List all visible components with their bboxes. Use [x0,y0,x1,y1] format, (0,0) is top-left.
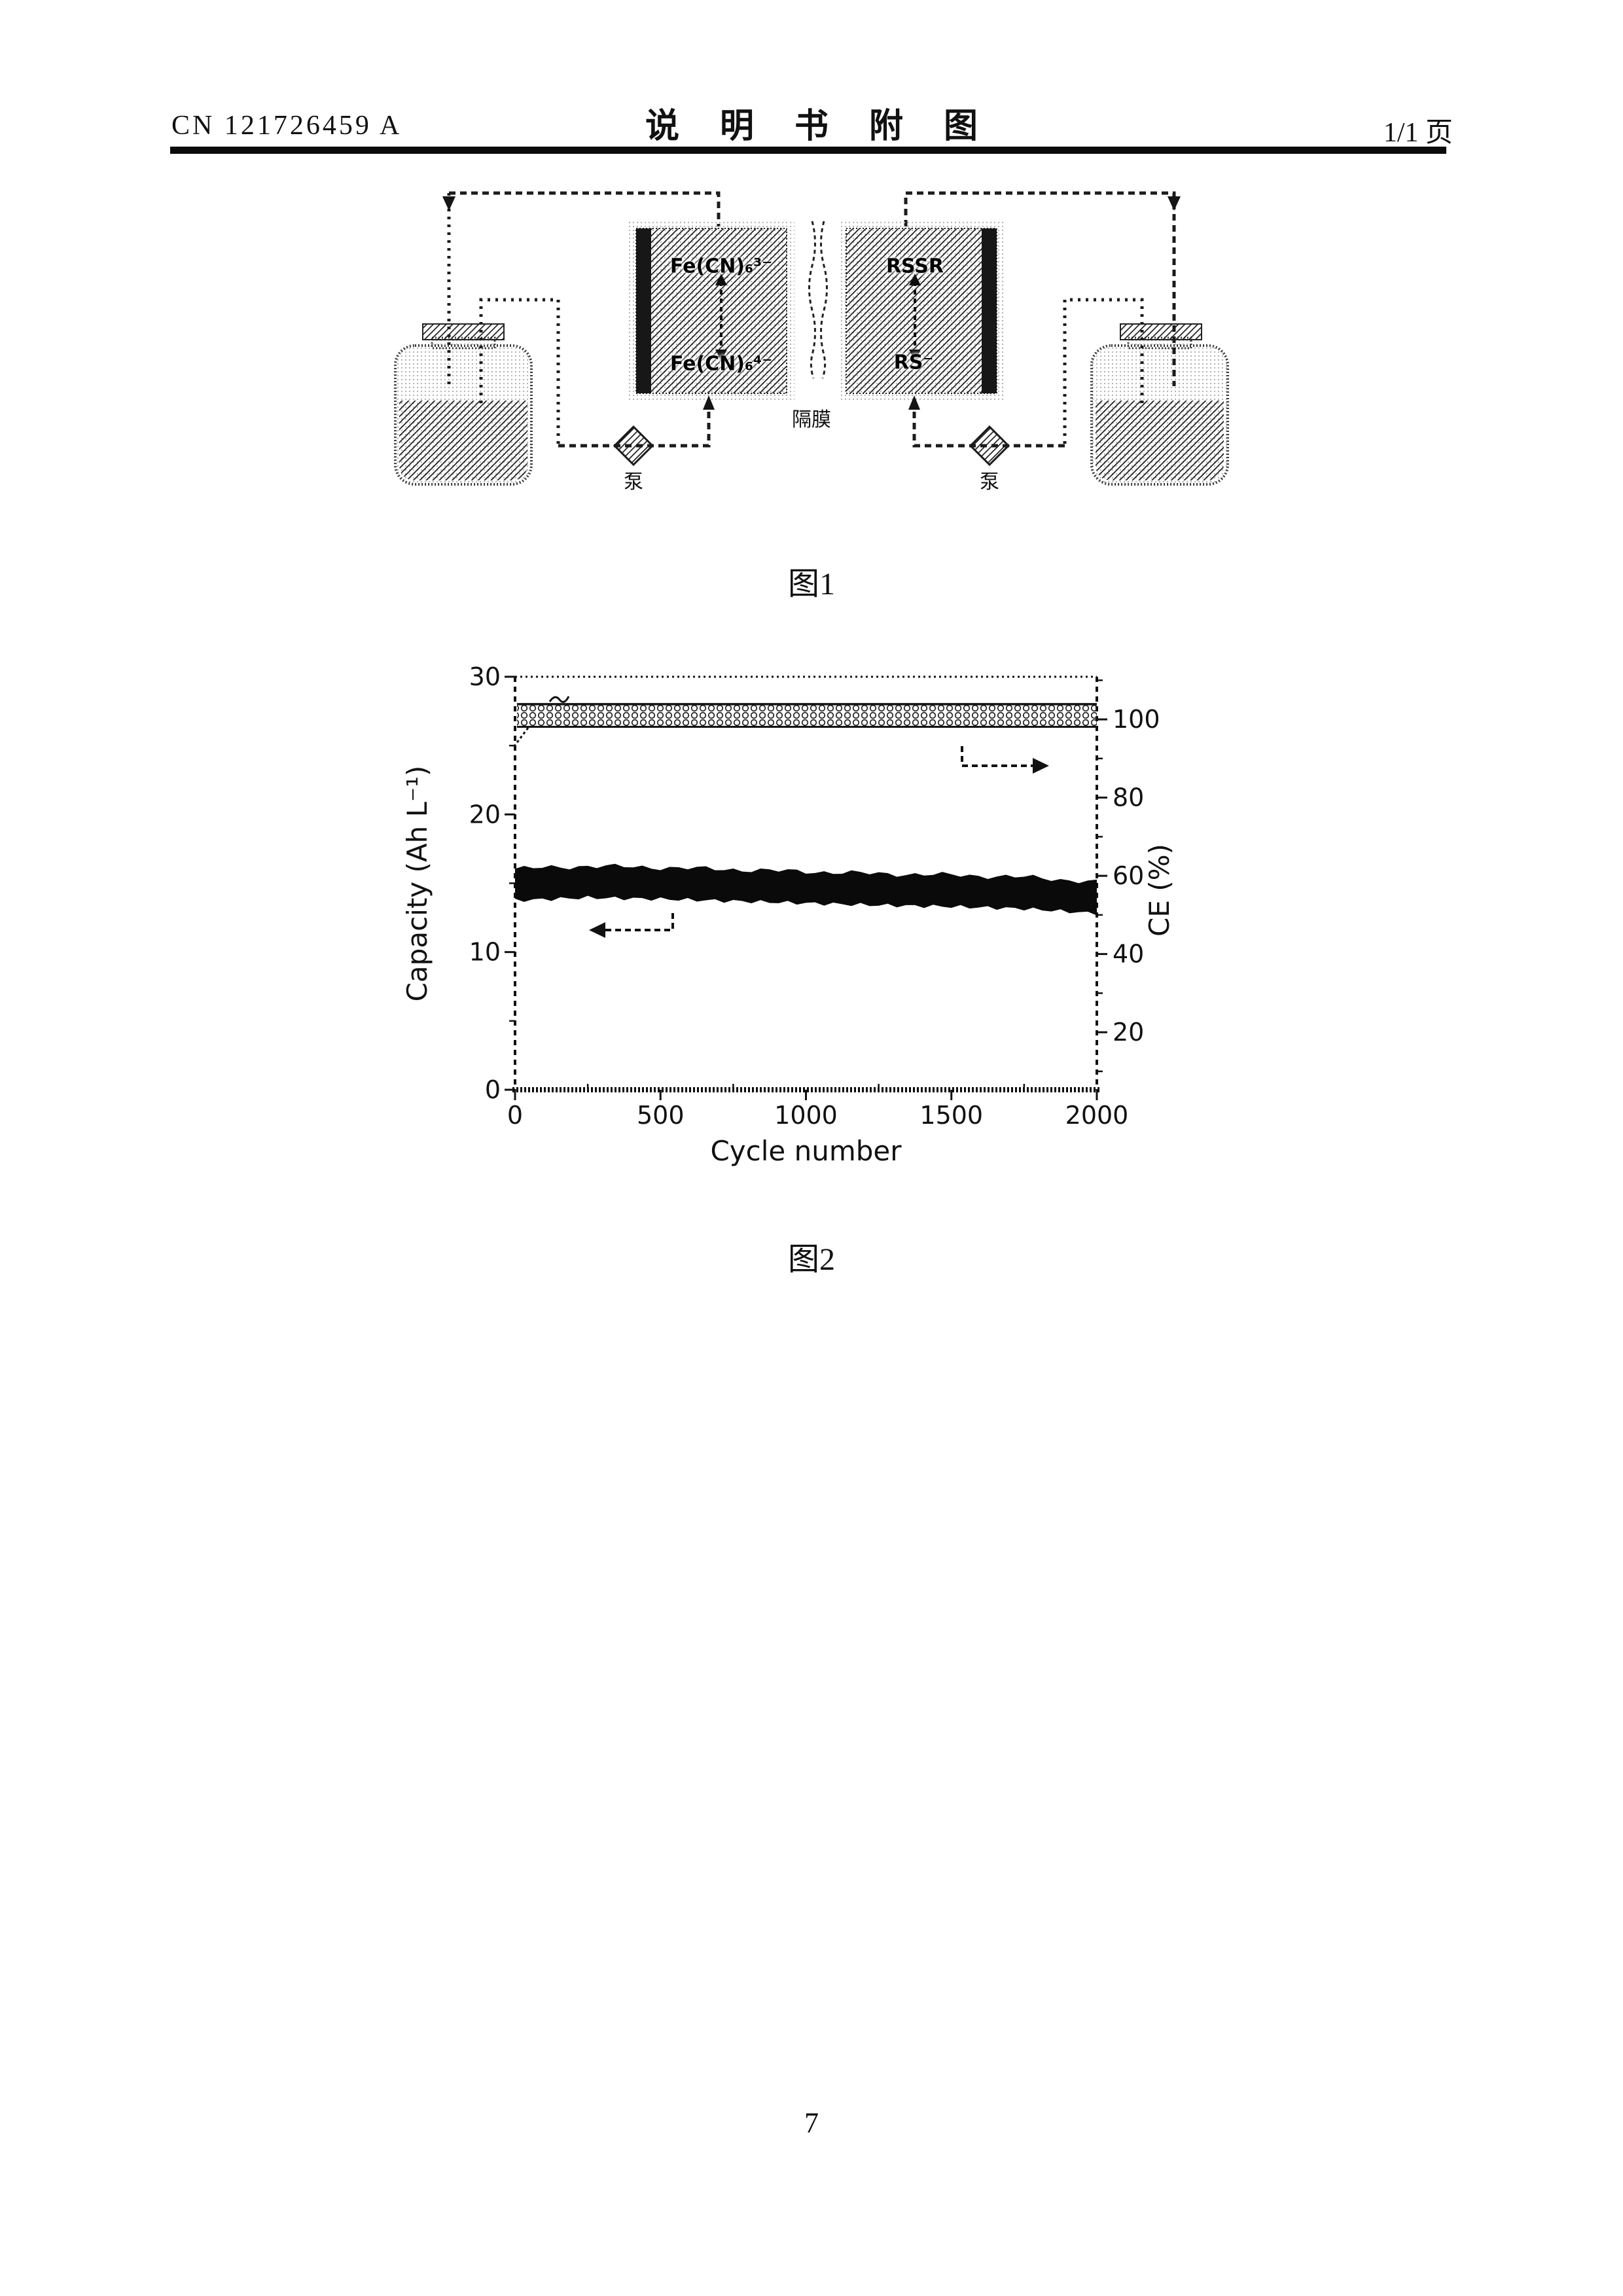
tank-right [1090,323,1229,486]
capacity-axis-arrow [601,913,674,931]
document-number: CN 121726459 A [171,111,402,141]
page-title: 说明书附图 [645,107,1018,146]
y-left-tick-label: 20 [469,800,501,829]
figure1-flow-battery-diagram [394,191,1229,486]
cell-right [838,221,1005,401]
x-tick-label: 0 [507,1101,523,1130]
pipes [447,191,1176,448]
flow-arrows [442,196,1181,410]
cell-left [628,221,794,401]
capacity-band [515,863,1097,916]
y-right-tick-label: 40 [1113,940,1144,969]
x-tick-label: 2000 [1065,1101,1129,1130]
tank-left [394,323,533,486]
membrane-label: 隔膜 [792,408,831,431]
y-left-tick-label: 0 [485,1075,501,1104]
pumps [613,425,1010,467]
cell-right-bottom-label: RS⁻ [893,351,934,374]
arrow-into-cell-left [703,395,715,410]
page-indicator: 1/1 页 [1383,118,1453,148]
pipe-bottom-right [912,406,1065,448]
capacity-axis-arrowhead [589,922,605,938]
y-right-tick-label: 100 [1113,705,1160,734]
arrow-into-cell-right [908,395,920,410]
page-number: 7 [804,2107,819,2139]
ce-axis-arrowhead [1033,758,1049,774]
header-rule [170,147,1446,154]
y-right-axis-title: CE (%) [1143,844,1175,937]
y-left-tick-label: 30 [469,662,501,691]
y-right-tick-label: 80 [1113,783,1144,812]
pump-right-icon [969,425,1010,467]
cell-left-top-label: Fe(CN)₆³⁻ [669,255,773,278]
ce-axis-arrow [961,746,1037,767]
cell-right-top-label: RSSR [885,255,944,278]
pipe-bottom-left [558,406,711,448]
ce-band [517,704,1097,727]
y-right-tick-label: 20 [1113,1018,1144,1047]
x-tick-label: 500 [637,1101,685,1130]
cell-left-bottom-label: Fe(CN)₆⁴⁻ [669,352,773,376]
y-left-axis-title: Capacity (Ah L⁻¹) [401,766,433,1002]
pipe-suction-left [479,298,560,446]
pump-left-label: 泵 [624,471,643,493]
arrow-into-tank-right [1168,196,1181,211]
figure1-caption: 图1 [787,567,835,601]
pump-left-icon [613,425,654,467]
pipe-top-right [904,191,1176,386]
electrode-right [982,228,997,393]
x-tick-label: 1500 [919,1101,983,1130]
electrode-left [636,228,651,393]
membrane-break [808,221,828,379]
figure2-caption: 图2 [787,1242,835,1277]
y-right-tick-label: 60 [1113,861,1144,890]
pipe-suction-right [1063,298,1144,446]
y-left-tick-label: 10 [469,938,501,967]
arrow-into-tank-left [442,196,455,211]
ce-band-marker [548,696,570,703]
x-tick-label: 1000 [774,1101,838,1130]
pipe-top-left [449,191,721,226]
pump-right-label: 泵 [980,471,999,493]
axis-lead-line [512,727,529,747]
x-axis-title: Cycle number [710,1135,902,1167]
